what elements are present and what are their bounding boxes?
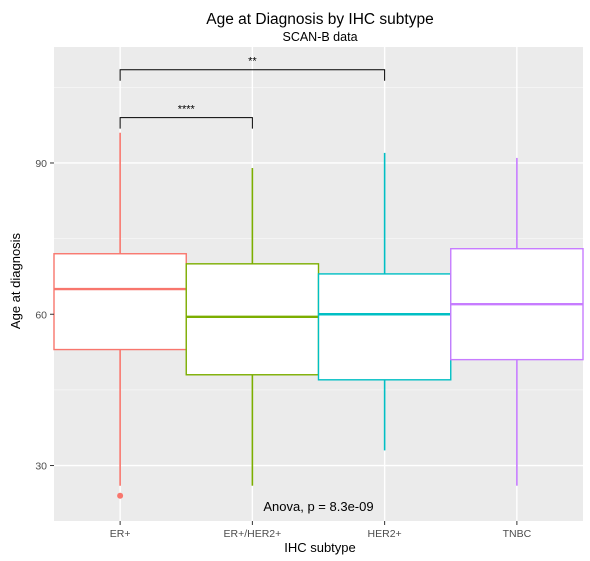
x-tick-label: HER2+ (368, 528, 402, 540)
box-er- (53, 132, 187, 499)
chart-subtitle: SCAN-B data (282, 30, 357, 44)
box-body (317, 273, 452, 381)
x-tick-label: TNBC (503, 528, 532, 540)
box-body (53, 253, 187, 351)
x-axis-title: IHC subtype (284, 540, 356, 555)
x-tick-label: ER+ (110, 528, 131, 540)
x-tick-label: ER+/HER2+ (223, 528, 281, 540)
significance-label: ** (248, 56, 257, 68)
significance-bracket: **** (119, 104, 253, 129)
chart-title: Age at Diagnosis by IHC subtype (206, 11, 433, 28)
box-body (185, 263, 320, 376)
box-her2- (317, 152, 452, 451)
significance-bracket: ** (119, 56, 386, 81)
significance-label: **** (178, 104, 196, 116)
bracket-line (119, 117, 253, 129)
anova-annotation: Anova, p = 8.3e-09 (263, 499, 373, 514)
boxes (53, 132, 584, 499)
bracket-line (119, 69, 386, 81)
box-er-her2- (185, 168, 320, 486)
outlier-point (117, 492, 124, 499)
y-tick-label: 30 (35, 461, 47, 473)
y-tick-label: 90 (35, 158, 47, 170)
box-tnbc (450, 157, 584, 486)
y-axis-title: Age at diagnosis (8, 232, 23, 329)
axes: 30 60 90 ER+ ER+/HER2+ HER2+ TNBC (35, 158, 531, 540)
significance-brackets: ****** (119, 56, 386, 129)
y-tick-label: 60 (35, 309, 47, 321)
